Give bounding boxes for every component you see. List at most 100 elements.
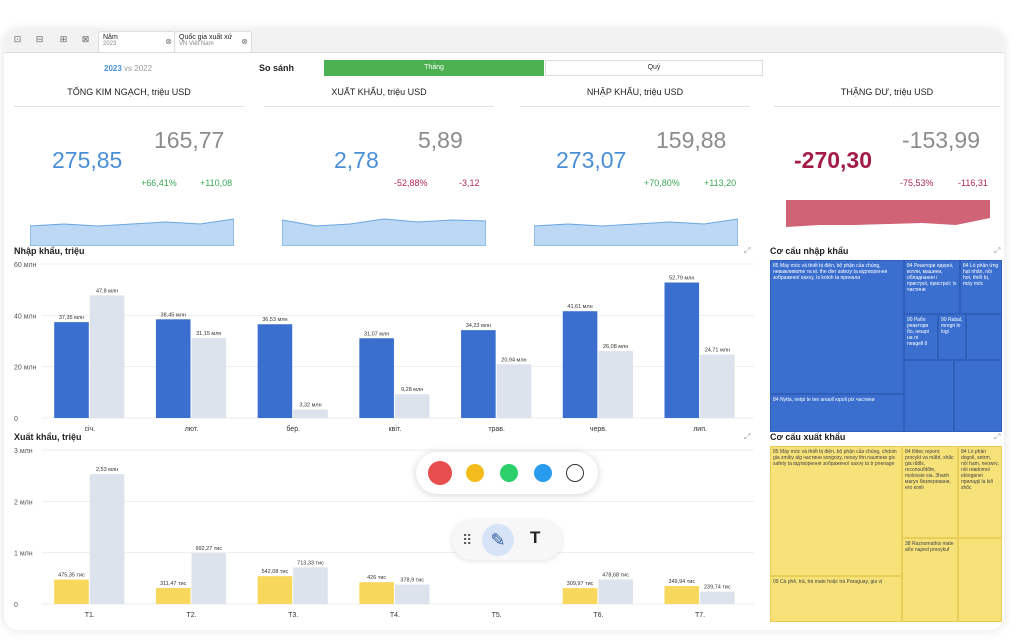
close-icon[interactable]: ⊗ [165,37,172,46]
bar-current [54,579,89,604]
bar-previous [394,394,430,418]
x-tick-label: T4. [390,612,400,619]
color-white-button[interactable] [566,464,584,482]
kpi-pct-surplus: -75,53% [900,178,934,188]
bar-data-label: 311,47 тис [160,581,187,587]
text-tool-icon[interactable]: T [530,528,541,547]
bar-previous [89,474,125,604]
clear-filter-icon[interactable]: ⊠ [81,34,90,44]
x-tick-label: квіт. [389,425,402,433]
bar-current [257,324,293,418]
kpi-previous-export: 5,89 [418,127,463,153]
sparkline-surplus [786,200,990,227]
color-green-button[interactable] [500,464,518,482]
treemap-cell[interactable]: 38 Raznomathis mate або naped prooykuf [902,538,958,622]
bar-data-label: 992,27 тис [195,546,222,552]
bar-data-label: 37,35 млн [59,315,84,321]
bar-data-label: 47,8 млн [96,288,118,294]
color-yellow-button[interactable] [466,464,484,482]
bar-data-label: 41,61 млн [567,304,592,310]
expand-icon[interactable]: ⤢ [994,246,1001,255]
dashboard-window: ⊡ ⊟ ⊞ ⊠ Năm 2023 ⊗ Quốc gia xuất xứ VN V… [4,30,1004,630]
expand-icon[interactable]: ⤢ [744,246,751,255]
bar-data-label: 31,07 млн [364,331,389,337]
x-tick-label: лют. [185,426,199,433]
drag-handle-icon[interactable]: ⠿ [462,532,473,548]
import-structure-title: Cơ cấu nhập khẩu [770,246,849,256]
kpi-previous-total: 165,77 [154,127,225,153]
bar-previous [293,409,328,418]
export-bar-chart: 0 1 млн 2 млн 3 млн 475,35 тис 2,53 млн T1. 311… [14,448,754,619]
bar-data-label: 713,33 тис [297,560,324,566]
bar-previous [700,591,735,604]
pen-icon[interactable]: ✎ [482,524,514,556]
treemap-cell[interactable] [958,538,1002,622]
year-selector[interactable]: 2023 vs 2022 [104,64,152,73]
import-chart-title: Nhập khẩu, triệu [14,246,85,256]
kpi-current-total: 275,85 [52,147,123,173]
y-tick-label: 40 млн [14,313,37,320]
sparkline-area [534,218,738,246]
layout-icon[interactable]: ⊡ [13,34,22,44]
x-tick-label: бер. [286,425,300,433]
bar-current [54,322,89,418]
treemap-cell[interactable]: 85 Máy móc và thiết bị điện, bộ phận của… [770,260,904,394]
filter-country-label: Quốc gia xuất xứ [179,34,233,41]
sparkline-export [282,218,486,246]
treemap-cell[interactable]: 85 Máy móc và thiết bị điện, bộ phận của… [770,446,902,576]
compare-quarter-button[interactable]: Quý [545,60,763,76]
treemap-cell[interactable] [904,360,954,432]
bar-data-label: 542,08 тис [262,569,289,575]
color-red-button[interactable] [428,461,452,485]
bar-data-label: 31,15 млн [196,331,221,337]
y-tick-label: 0 [14,602,18,609]
sparkline-area [786,200,990,227]
collapse-icon[interactable]: ⊟ [35,34,44,44]
filter-year-label: Năm [103,34,118,41]
export-structure-title: Cơ cấu xuất khẩu [770,432,846,442]
treemap-cell[interactable]: 84 Nytta, netpi te ten anaoll юроlі pix … [770,394,904,432]
y-tick-label: 2 млн [14,499,33,506]
kpi-abs-total: +110,08 [200,178,233,188]
treemap-cell[interactable]: 84 Реактори ядерні, котли, машини, облад… [904,260,960,314]
bar-data-label: 9,28 млн [401,387,423,393]
bar-previous [293,567,328,604]
treemap-cell[interactable] [954,360,1002,432]
kpi-current-surplus: -270,30 [794,147,873,173]
treemap-cell[interactable]: 84 Lò phản dogoil, setrm, nồl ham, neowr… [958,446,1002,538]
treemap-cell[interactable]: 90 Rabal, mregn lo logi [938,314,966,360]
treemap-cell[interactable] [966,314,1002,360]
bar-data-label: 26,08 млн [603,344,628,350]
filter-year[interactable]: Năm 2023 ⊗ [98,31,176,53]
bar-current [664,586,700,604]
bar-previous [496,364,532,418]
treemap-cell[interactable]: 90 Рабо реактори бо, нешрі на лі neagell… [904,314,938,360]
close-icon[interactable]: ⊗ [241,37,248,46]
bar-data-label: 349,94 тис [668,579,695,585]
import-bar-chart: 0 20 млн 40 млн 60 млн 37,35 млн 47,8 млн січ.… [14,262,754,433]
expand-icon[interactable]: ⊞ [59,34,68,44]
compare-month-button[interactable]: Tháng [324,60,544,76]
bar-data-label: 52,79 млн [669,276,694,282]
bar-data-label: 239,74 тис [704,585,731,591]
bar-data-label: 378,9 тис [400,578,424,584]
treemap-cell[interactable]: 84 lõitec repoпі; proсykt vа mãbt, xhãc … [902,446,958,538]
filter-country[interactable]: Quốc gia xuất xứ VN Việt Nam ⊗ [174,31,252,53]
kpi-current-export: 2,78 [334,147,379,173]
y-tick-label: 0 [14,416,18,423]
treemap-cell[interactable]: 09 Cà phê, trà, trà mate hoặc trà Paragu… [770,576,902,622]
expand-icon[interactable]: ⤢ [744,432,751,441]
bar-previous [700,354,735,418]
x-tick-label: січ. [84,425,95,433]
export-treemap: 85 Máy móc và thiết bị điện, bộ phận của… [770,446,1002,622]
bar-current [664,282,700,418]
y-tick-label: 1 млн [14,551,33,558]
treemap-cell[interactable]: 84 Lò phản ứng hạt nhân, nồi hơi, thiết … [960,260,1002,314]
y-tick-label: 60 млн [14,262,37,269]
export-chart-title: Xuất khẩu, triệu [14,432,82,442]
bar-data-label: 478,68 тис [602,572,629,578]
bar-current [562,588,598,604]
year-vs: vs [124,64,133,73]
expand-icon[interactable]: ⤢ [994,432,1001,441]
color-blue-button[interactable] [534,464,552,482]
